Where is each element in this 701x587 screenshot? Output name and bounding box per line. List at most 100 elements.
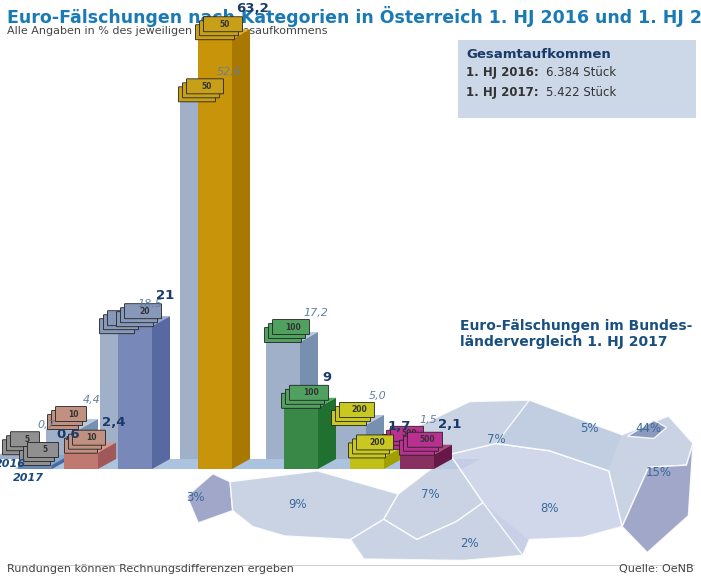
Text: 20: 20: [132, 315, 142, 323]
FancyBboxPatch shape: [104, 315, 139, 330]
Text: 6.384 Stück: 6.384 Stück: [546, 66, 616, 79]
Text: 0,7: 0,7: [37, 420, 55, 430]
Polygon shape: [46, 419, 98, 429]
Text: 5%: 5%: [580, 423, 598, 436]
FancyBboxPatch shape: [339, 403, 374, 417]
Text: 5: 5: [39, 450, 43, 458]
Polygon shape: [434, 445, 452, 469]
Polygon shape: [366, 415, 384, 459]
Polygon shape: [400, 400, 622, 471]
Polygon shape: [266, 342, 300, 459]
Polygon shape: [34, 444, 52, 459]
Text: Alle Angaben in % des jeweiligen Halbjahresaufkommens: Alle Angaben in % des jeweiligen Halbjah…: [7, 26, 327, 36]
Text: 200: 200: [351, 406, 367, 414]
Text: 10: 10: [82, 437, 93, 446]
Text: 500: 500: [411, 443, 427, 452]
Text: 21: 21: [156, 289, 175, 302]
Polygon shape: [266, 332, 318, 342]
FancyBboxPatch shape: [336, 407, 371, 421]
FancyBboxPatch shape: [404, 436, 439, 451]
Text: 5: 5: [20, 438, 25, 448]
Polygon shape: [382, 439, 434, 449]
Text: 50: 50: [202, 82, 212, 91]
Text: 1,7: 1,7: [388, 420, 411, 433]
FancyBboxPatch shape: [3, 440, 32, 455]
Polygon shape: [416, 439, 434, 459]
Text: Euro-Fälschungen im Bundes-: Euro-Fälschungen im Bundes-: [460, 319, 693, 333]
Polygon shape: [383, 454, 483, 539]
Polygon shape: [382, 449, 416, 459]
FancyBboxPatch shape: [290, 385, 329, 400]
Polygon shape: [134, 323, 152, 459]
Text: 44%: 44%: [636, 423, 662, 436]
Text: 200: 200: [347, 410, 363, 419]
Text: 20: 20: [114, 322, 124, 330]
Text: Euro-Fälschungen nach Kategorien in Österreich 1. HJ 2016 und 1. HJ 2017: Euro-Fälschungen nach Kategorien in Öste…: [7, 6, 701, 27]
Text: 2016: 2016: [0, 459, 26, 469]
Polygon shape: [118, 316, 170, 326]
Text: 5.422 Stück: 5.422 Stück: [546, 86, 616, 99]
FancyBboxPatch shape: [196, 25, 235, 40]
Polygon shape: [332, 425, 366, 459]
Text: 20: 20: [136, 311, 147, 320]
Text: 1. HJ 2017:: 1. HJ 2017:: [466, 86, 538, 99]
Text: 5: 5: [43, 446, 48, 454]
Text: 8%: 8%: [540, 502, 559, 515]
Polygon shape: [100, 333, 134, 459]
Text: 20: 20: [122, 313, 132, 323]
FancyBboxPatch shape: [458, 40, 696, 118]
Text: 50: 50: [212, 28, 222, 37]
FancyBboxPatch shape: [20, 450, 50, 465]
Text: 2,1: 2,1: [438, 418, 461, 431]
Text: 9: 9: [322, 371, 331, 384]
Text: 10: 10: [78, 441, 88, 450]
Polygon shape: [622, 443, 693, 552]
FancyBboxPatch shape: [6, 436, 36, 451]
FancyBboxPatch shape: [348, 443, 386, 458]
Polygon shape: [284, 408, 318, 469]
Polygon shape: [52, 455, 70, 469]
FancyBboxPatch shape: [51, 410, 83, 426]
Polygon shape: [400, 445, 452, 455]
Polygon shape: [627, 420, 667, 438]
FancyBboxPatch shape: [179, 87, 215, 102]
Text: Gesamtaufkommen: Gesamtaufkommen: [466, 48, 611, 61]
Text: 50: 50: [220, 20, 230, 29]
Text: 100: 100: [299, 392, 315, 402]
Text: 4,4: 4,4: [83, 395, 101, 405]
Polygon shape: [332, 415, 384, 425]
Text: 5: 5: [25, 435, 29, 444]
Polygon shape: [180, 92, 232, 102]
Text: Rundungen können Rechnungsdifferenzen ergeben: Rundungen können Rechnungsdifferenzen er…: [7, 564, 294, 574]
Text: 63,2: 63,2: [236, 2, 268, 15]
Text: 0,6: 0,6: [56, 428, 80, 441]
FancyBboxPatch shape: [353, 439, 390, 454]
FancyBboxPatch shape: [116, 312, 154, 327]
FancyBboxPatch shape: [407, 432, 442, 447]
Text: 10: 10: [60, 417, 70, 427]
Text: 20: 20: [139, 306, 150, 316]
Text: 20: 20: [118, 318, 128, 327]
FancyBboxPatch shape: [332, 410, 367, 426]
Text: 200: 200: [369, 438, 385, 447]
FancyBboxPatch shape: [64, 438, 97, 453]
FancyBboxPatch shape: [11, 432, 39, 447]
Polygon shape: [18, 465, 52, 469]
Polygon shape: [214, 92, 232, 459]
FancyBboxPatch shape: [55, 407, 86, 421]
Text: 50: 50: [193, 90, 204, 99]
Text: 1. HJ 2016:: 1. HJ 2016:: [466, 66, 539, 79]
Polygon shape: [152, 316, 170, 469]
Polygon shape: [232, 29, 250, 469]
FancyBboxPatch shape: [285, 389, 325, 404]
Text: 100: 100: [281, 326, 297, 336]
Text: 3%: 3%: [186, 491, 204, 504]
Polygon shape: [180, 102, 214, 459]
Text: 500: 500: [397, 433, 413, 442]
Polygon shape: [118, 326, 152, 469]
Text: 50: 50: [216, 23, 226, 33]
Polygon shape: [46, 429, 80, 459]
Text: 52,6: 52,6: [217, 68, 242, 77]
FancyBboxPatch shape: [383, 434, 416, 449]
Text: 200: 200: [365, 442, 381, 451]
